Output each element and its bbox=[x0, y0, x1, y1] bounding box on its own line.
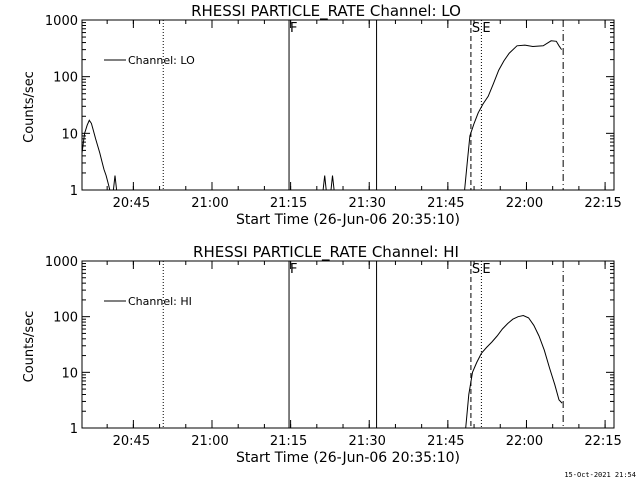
plot-frame bbox=[81, 19, 615, 191]
chart-panel-lo: RHESSI PARTICLE_RATE Channel: LO 1 10 100 10… bbox=[22, 2, 622, 228]
y-tick-label: 1 bbox=[70, 422, 78, 437]
x-tick-label: 21:00 bbox=[191, 434, 228, 449]
x-axis-label: Start Time (26-Jun-06 20:35:10) bbox=[236, 450, 460, 466]
plot-frame bbox=[81, 260, 615, 429]
footer-timestamp: 15-Oct-2021 21:54 bbox=[564, 471, 636, 479]
series-line bbox=[322, 175, 327, 191]
x-tick-label: 21:45 bbox=[427, 434, 464, 449]
x-tick-label: 21:15 bbox=[270, 196, 307, 211]
chart-panel-hi: RHESSI PARTICLE_RATE Channel: HI 1 10 100 10… bbox=[22, 243, 622, 466]
x-tick-label: 22:00 bbox=[506, 196, 543, 211]
x-tick-label: 21:30 bbox=[348, 434, 385, 449]
x-tick-label: 22:15 bbox=[584, 434, 621, 449]
y-tick-label: 10 bbox=[61, 127, 78, 142]
x-axis-label: Start Time (26-Jun-06 20:35:10) bbox=[236, 212, 460, 228]
event-marker-label: S bbox=[472, 21, 480, 36]
x-tick-label: 22:00 bbox=[506, 434, 543, 449]
y-tick-label: 10 bbox=[61, 366, 78, 381]
event-marker-label: E bbox=[482, 21, 490, 36]
event-marker-label: S bbox=[472, 262, 480, 277]
event-marker-label: F bbox=[290, 262, 297, 277]
series-line bbox=[112, 175, 118, 191]
y-tick-label: 1000 bbox=[45, 14, 78, 29]
x-tick-label: 20:45 bbox=[113, 434, 150, 449]
x-tick-label: 21:45 bbox=[427, 196, 464, 211]
chart-title: RHESSI PARTICLE_RATE Channel: HI bbox=[193, 243, 459, 262]
y-tick-label: 1000 bbox=[45, 255, 78, 270]
y-axis-label: Counts/sec bbox=[22, 71, 37, 143]
y-axis-label: Counts/sec bbox=[22, 311, 37, 383]
x-tick-label: 20:45 bbox=[113, 196, 150, 211]
event-marker-label: F bbox=[290, 21, 297, 36]
x-tick-label: 22:15 bbox=[584, 196, 621, 211]
series-line bbox=[330, 175, 335, 191]
x-tick-label: 21:15 bbox=[270, 434, 307, 449]
y-tick-label: 1 bbox=[70, 184, 78, 199]
y-tick-label: 100 bbox=[53, 71, 78, 86]
x-tick-label: 21:00 bbox=[191, 196, 228, 211]
series-line bbox=[464, 40, 563, 191]
chart-title: RHESSI PARTICLE_RATE Channel: LO bbox=[191, 2, 461, 21]
series-line bbox=[81, 119, 111, 191]
y-tick-label: 100 bbox=[53, 311, 78, 326]
legend-label: Channel: HI bbox=[128, 295, 192, 308]
event-marker-label: E bbox=[482, 262, 490, 277]
x-tick-label: 21:30 bbox=[348, 196, 385, 211]
legend-label: Channel: LO bbox=[128, 54, 195, 67]
series-line bbox=[465, 314, 563, 429]
